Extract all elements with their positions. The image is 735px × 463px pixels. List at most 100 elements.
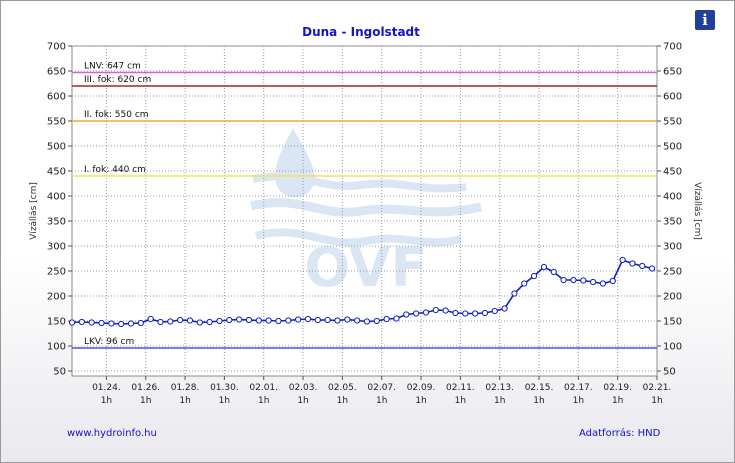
data-point (403, 311, 410, 318)
y-tick-label-left: 50 (53, 367, 66, 378)
data-point (570, 276, 577, 284)
data-point (245, 316, 253, 324)
threshold-label: II. fok: 550 cm (84, 110, 149, 120)
data-point (629, 260, 636, 267)
y-tick-label-right: 650 (663, 67, 682, 78)
threshold-label: LNV: 647 cm (84, 62, 141, 72)
y-tick-label-left: 650 (47, 67, 66, 78)
data-point (157, 318, 164, 326)
data-point (589, 278, 597, 286)
data-point (393, 315, 400, 322)
x-tick-label-hour: 1h (101, 396, 112, 406)
x-tick-label-date: 02.13. (485, 383, 514, 393)
x-tick-label-hour: 1h (533, 396, 544, 406)
data-point (68, 319, 76, 326)
data-point (501, 305, 508, 312)
y-tick-label-left: 600 (47, 92, 66, 103)
x-tick-label-hour: 1h (455, 396, 466, 406)
y-axis-label-right: Vízállás [cm] (692, 182, 702, 240)
y-tick-label-right: 350 (663, 217, 682, 228)
x-tick-label-hour: 1h (573, 396, 584, 406)
x-tick-label-hour: 1h (494, 396, 505, 406)
data-point (226, 316, 233, 324)
y-tick-label-left: 700 (47, 42, 66, 53)
x-tick-label-date: 02.21. (643, 383, 672, 393)
y-tick-label-left: 200 (47, 292, 66, 303)
y-tick-label-right: 50 (663, 367, 676, 378)
data-point (511, 290, 518, 297)
y-tick-label-left: 300 (47, 242, 66, 253)
y-tick-label-left: 350 (47, 217, 66, 228)
x-tick-label-date: 02.19. (603, 383, 632, 393)
data-point (462, 310, 469, 317)
y-tick-label-left: 400 (47, 192, 66, 203)
data-point (373, 317, 380, 325)
x-tick-label-date: 02.01. (249, 383, 278, 393)
x-tick-label-hour: 1h (297, 396, 308, 406)
x-tick-label-date: 01.24. (92, 383, 121, 393)
x-tick-label-hour: 1h (651, 396, 662, 406)
y-tick-label-right: 100 (663, 342, 682, 353)
chart-title: Duna - Ingolstadt (302, 25, 420, 39)
data-point (137, 319, 144, 327)
data-point (609, 277, 616, 285)
data-point (88, 319, 95, 326)
y-tick-label-left: 450 (47, 167, 66, 178)
data-point (491, 307, 498, 315)
x-tick-label-date: 02.07. (367, 383, 396, 393)
x-tick-label-hour: 1h (612, 396, 623, 406)
x-tick-label-date: 01.30. (210, 383, 239, 393)
info-icon[interactable]: i (695, 10, 715, 30)
data-point (324, 316, 331, 324)
data-point (285, 317, 292, 324)
data-point (216, 317, 223, 325)
x-tick-label-date: 02.17. (564, 383, 593, 393)
y-tick-label-right: 600 (663, 92, 682, 103)
threshold-label: I. fok: 440 cm (84, 165, 146, 175)
data-point (127, 320, 135, 327)
y-tick-label-left: 250 (47, 267, 66, 278)
data-point (550, 268, 557, 276)
data-point (422, 309, 430, 316)
y-tick-label-right: 700 (663, 42, 682, 53)
data-point (619, 256, 626, 264)
y-tick-label-right: 400 (663, 192, 682, 203)
data-point (304, 315, 312, 323)
data-point (531, 272, 538, 280)
x-tick-label-date: 02.09. (407, 383, 436, 393)
y-tick-label-left: 150 (47, 317, 66, 328)
data-point (206, 318, 213, 326)
y-tick-label-left: 100 (47, 342, 66, 353)
x-tick-label-date: 02.05. (328, 383, 357, 393)
watermark-text: OVF (304, 236, 427, 299)
data-point (98, 319, 105, 327)
data-point (432, 306, 439, 314)
data-point (118, 320, 125, 328)
data-point (236, 316, 243, 323)
x-tick-label-hour: 1h (219, 396, 230, 406)
x-tick-label-hour: 1h (179, 396, 190, 406)
website-link[interactable]: www.hydroinfo.hu (67, 428, 157, 439)
threshold-label: LKV: 96 cm (84, 337, 134, 347)
y-tick-label-right: 300 (663, 242, 682, 253)
y-tick-label-right: 450 (663, 167, 682, 178)
data-point (108, 320, 115, 327)
data-point (147, 315, 154, 323)
x-tick-label-hour: 1h (376, 396, 387, 406)
data-point (560, 276, 567, 284)
x-tick-label-date: 01.26. (131, 383, 160, 393)
x-tick-label-date: 02.11. (446, 383, 475, 393)
data-point (196, 319, 203, 326)
data-point (186, 317, 194, 324)
data-point (481, 309, 489, 317)
x-tick-label-hour: 1h (337, 396, 348, 406)
threshold-label: III. fok: 620 cm (84, 75, 151, 85)
data-point (354, 317, 361, 324)
data-point (452, 309, 459, 317)
data-point (442, 307, 449, 314)
data-point (363, 318, 371, 325)
y-axis-label-left: Vízállás [cm] (29, 182, 39, 240)
y-tick-label-right: 550 (663, 117, 682, 128)
